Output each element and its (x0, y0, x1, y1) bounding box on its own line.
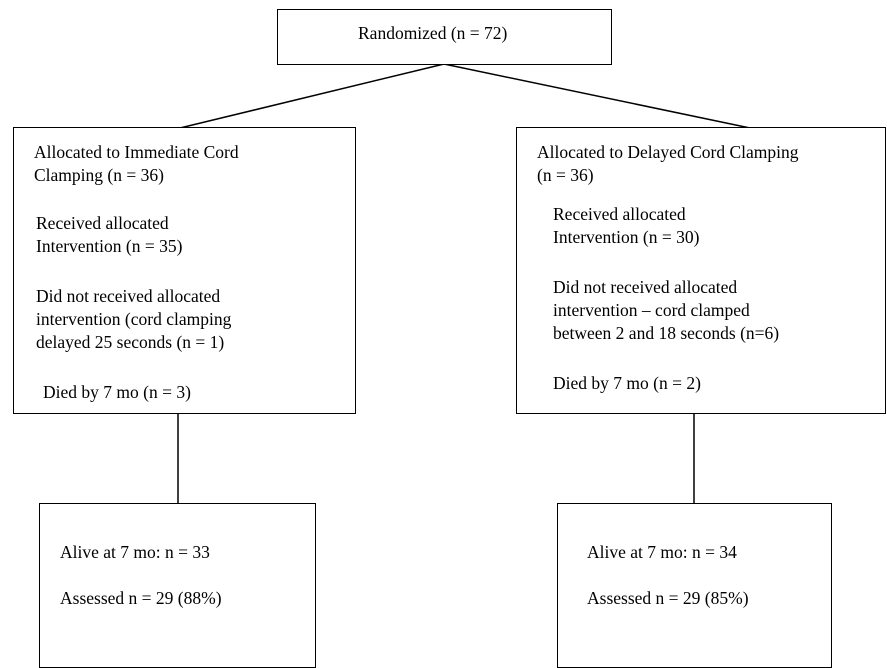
delayed-title-line-2: (n = 36) (537, 165, 594, 185)
immediate-title-line-1: Allocated to Immediate Cord (34, 142, 239, 162)
immediate-outcome-box: Alive at 7 mo: n = 33 Assessed n = 29 (8… (39, 503, 316, 668)
delayed-alive: Alive at 7 mo: n = 34 (587, 542, 737, 562)
connector-randomized-to-immediate (179, 63, 445, 129)
delayed-received-line-2: Intervention (n = 30) (553, 227, 700, 247)
delayed-not-received-line-1: Did not received allocated (553, 277, 738, 297)
delayed-received-line-1: Received allocated (553, 204, 686, 224)
randomized-label: Randomized (n = 72) (358, 23, 508, 43)
delayed-died: Died by 7 mo (n = 2) (553, 373, 701, 393)
immediate-alive: Alive at 7 mo: n = 33 (60, 542, 210, 562)
delayed-not-received-line-3: between 2 and 18 seconds (n=6) (553, 323, 780, 343)
immediate-not-received-line-2: intervention (cord clamping (36, 309, 232, 329)
randomized-box: Randomized (n = 72) (277, 9, 612, 65)
immediate-received-line-1: Received allocated (36, 213, 169, 233)
immediate-title-line-2: Clamping (n = 36) (34, 165, 164, 185)
immediate-received-line-2: Intervention (n = 35) (36, 236, 183, 256)
delayed-title-line-1: Allocated to Delayed Cord Clamping (537, 142, 799, 162)
delayed-allocation-box: Allocated to Delayed Cord Clamping (n = … (516, 127, 886, 414)
immediate-assessed: Assessed n = 29 (88%) (60, 588, 222, 608)
immediate-allocation-box: Allocated to Immediate Cord Clamping (n … (13, 127, 356, 414)
delayed-assessed: Assessed n = 29 (85%) (587, 588, 749, 608)
connector-randomized-to-delayed (443, 63, 751, 129)
delayed-not-received-line-2: intervention – cord clamped (553, 300, 750, 320)
delayed-outcome-box: Alive at 7 mo: n = 34 Assessed n = 29 (8… (557, 503, 832, 668)
immediate-died: Died by 7 mo (n = 3) (43, 382, 191, 402)
immediate-not-received-line-3: delayed 25 seconds (n = 1) (36, 332, 225, 352)
immediate-not-received-line-1: Did not received allocated (36, 286, 221, 306)
